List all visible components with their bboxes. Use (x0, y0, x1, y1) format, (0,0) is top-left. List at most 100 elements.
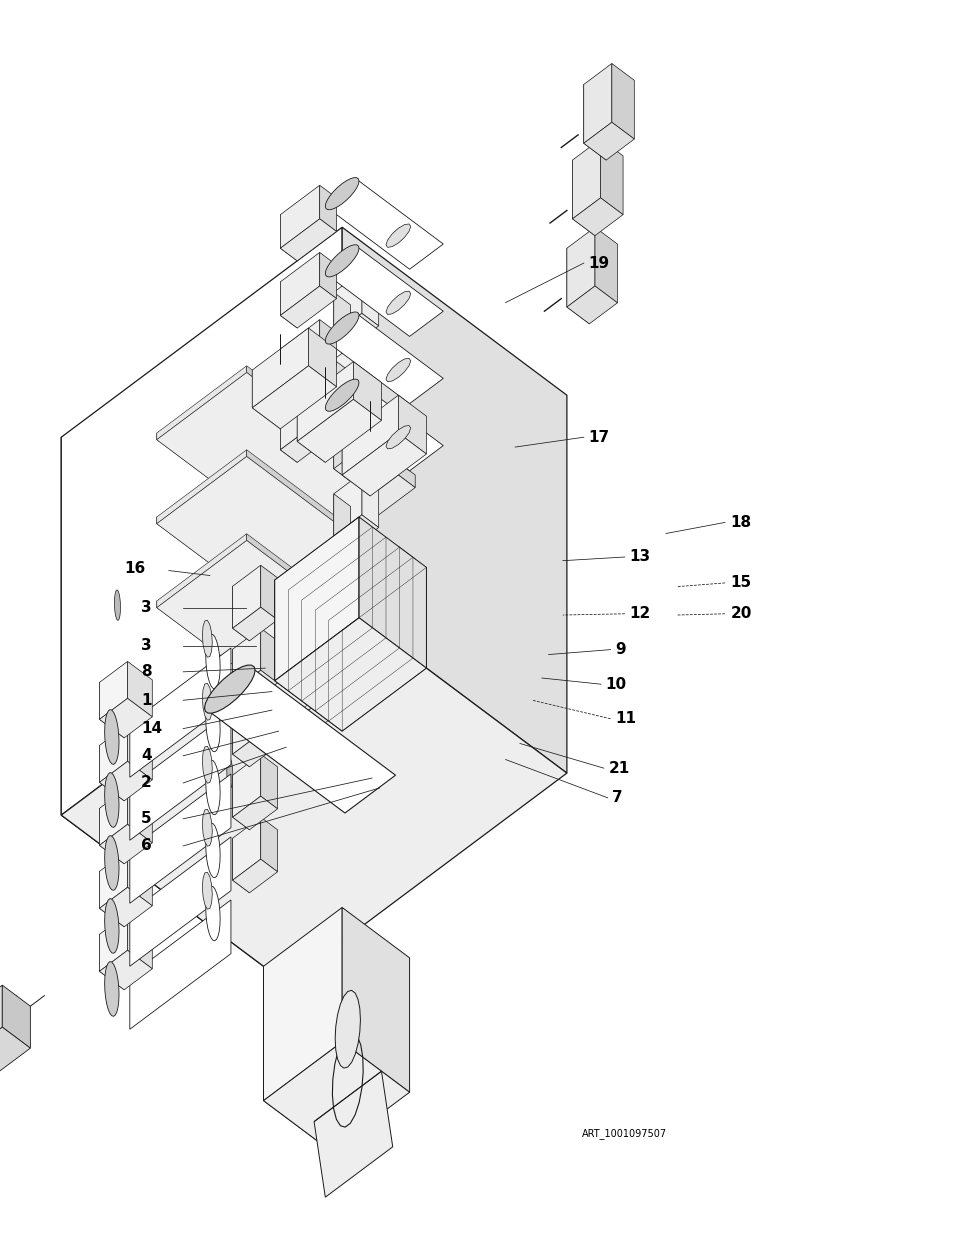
Polygon shape (386, 358, 411, 382)
Polygon shape (114, 674, 120, 704)
Polygon shape (398, 462, 415, 488)
Text: 5: 5 (141, 811, 152, 826)
Polygon shape (334, 515, 378, 548)
Polygon shape (572, 161, 595, 236)
Polygon shape (233, 713, 250, 767)
Polygon shape (10, 995, 22, 1037)
Polygon shape (262, 577, 318, 627)
Polygon shape (156, 373, 387, 545)
Polygon shape (99, 935, 124, 989)
Polygon shape (99, 914, 128, 971)
Polygon shape (361, 272, 378, 326)
Text: 8: 8 (141, 664, 152, 679)
Polygon shape (260, 629, 277, 683)
Polygon shape (61, 227, 342, 815)
Polygon shape (233, 755, 260, 818)
Polygon shape (99, 662, 128, 719)
Text: 18: 18 (730, 515, 751, 530)
Text: 20: 20 (730, 606, 751, 621)
Polygon shape (275, 651, 332, 701)
Text: 17: 17 (588, 430, 609, 445)
Polygon shape (128, 725, 152, 779)
Polygon shape (260, 566, 277, 620)
Polygon shape (156, 534, 247, 608)
Polygon shape (114, 590, 120, 620)
Polygon shape (262, 576, 332, 627)
Polygon shape (233, 587, 250, 641)
Polygon shape (310, 457, 365, 508)
Polygon shape (156, 517, 297, 629)
Polygon shape (334, 448, 378, 482)
Polygon shape (280, 287, 336, 329)
Polygon shape (295, 635, 352, 685)
Polygon shape (202, 683, 213, 720)
Polygon shape (233, 818, 260, 881)
Text: 14: 14 (141, 721, 162, 736)
Polygon shape (233, 734, 277, 767)
Polygon shape (295, 551, 352, 601)
Polygon shape (308, 329, 336, 387)
Polygon shape (334, 359, 351, 414)
Polygon shape (275, 483, 332, 534)
Polygon shape (227, 758, 233, 788)
Polygon shape (61, 605, 566, 983)
Polygon shape (2, 986, 30, 1049)
Polygon shape (334, 338, 361, 401)
Polygon shape (99, 872, 124, 926)
Polygon shape (297, 399, 381, 462)
Polygon shape (99, 746, 124, 800)
Polygon shape (0, 986, 2, 1057)
Text: 2: 2 (141, 776, 152, 790)
Polygon shape (595, 227, 617, 303)
Polygon shape (358, 517, 426, 668)
Polygon shape (361, 473, 378, 527)
Polygon shape (105, 710, 119, 764)
Polygon shape (386, 426, 411, 448)
Polygon shape (583, 63, 611, 143)
Text: 10: 10 (605, 677, 626, 692)
Polygon shape (398, 630, 415, 656)
Text: 7: 7 (612, 790, 622, 805)
Polygon shape (99, 788, 128, 845)
Polygon shape (325, 178, 358, 210)
Polygon shape (325, 245, 358, 277)
Polygon shape (128, 914, 152, 968)
Polygon shape (275, 567, 332, 618)
Polygon shape (611, 63, 634, 140)
Polygon shape (130, 837, 231, 966)
Polygon shape (286, 630, 302, 656)
Polygon shape (295, 550, 365, 601)
Polygon shape (297, 404, 325, 462)
Polygon shape (361, 405, 378, 461)
Polygon shape (233, 608, 277, 641)
Polygon shape (398, 546, 415, 572)
Polygon shape (286, 546, 398, 643)
Polygon shape (286, 630, 398, 727)
Polygon shape (247, 534, 387, 646)
Polygon shape (99, 887, 152, 926)
Polygon shape (280, 350, 297, 395)
Polygon shape (233, 671, 277, 704)
Polygon shape (572, 140, 600, 219)
Polygon shape (280, 320, 319, 383)
Text: 15: 15 (730, 576, 751, 590)
Polygon shape (310, 625, 365, 676)
Polygon shape (206, 823, 220, 878)
Polygon shape (280, 353, 336, 395)
Polygon shape (342, 227, 566, 773)
Polygon shape (295, 625, 310, 643)
Polygon shape (233, 839, 250, 893)
Text: 16: 16 (124, 561, 145, 576)
Polygon shape (286, 714, 302, 740)
Polygon shape (319, 185, 336, 231)
Polygon shape (156, 541, 387, 713)
Polygon shape (572, 198, 622, 236)
Polygon shape (206, 634, 220, 689)
Polygon shape (99, 950, 152, 989)
Polygon shape (280, 282, 297, 329)
Polygon shape (202, 872, 213, 909)
Polygon shape (233, 629, 260, 692)
Text: ART_1001097507: ART_1001097507 (581, 1129, 667, 1139)
Polygon shape (156, 601, 297, 713)
Polygon shape (319, 252, 336, 299)
